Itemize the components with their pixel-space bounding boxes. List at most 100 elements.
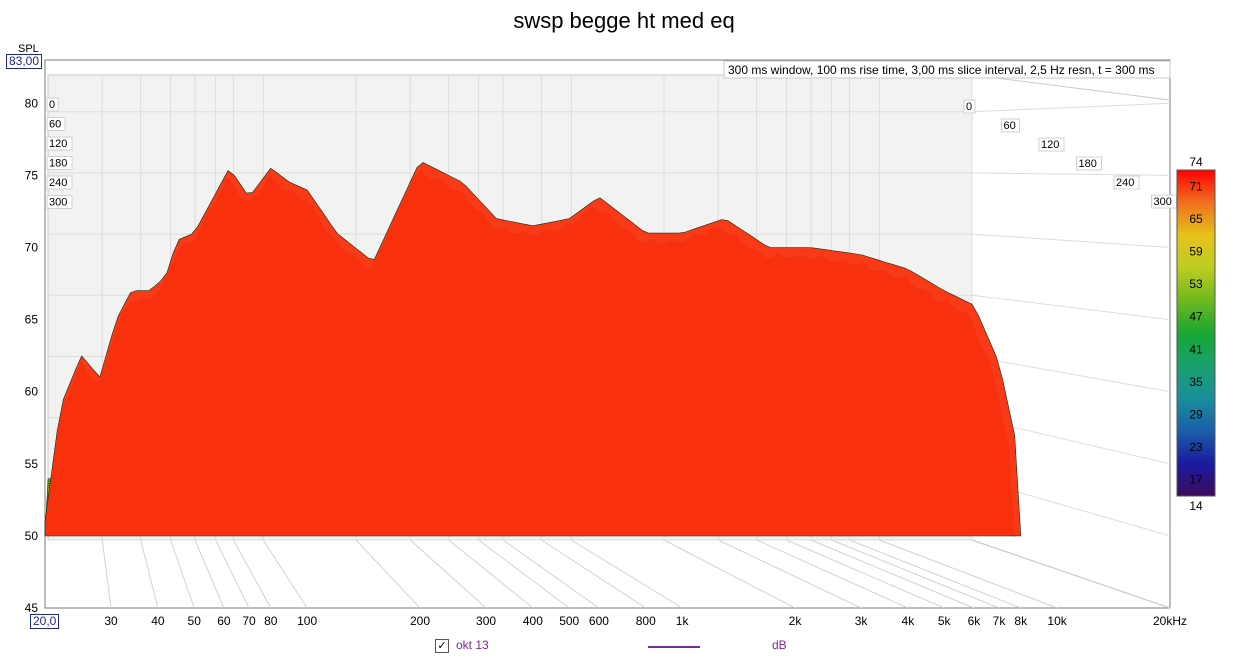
floor-grid-line [140, 539, 159, 609]
y-tick-label: 55 [25, 457, 39, 471]
annotation-text: 300 ms window, 100 ms rise time, 3,00 ms… [728, 63, 1155, 77]
x-tick-label: 5k [938, 614, 952, 628]
side-grid-line [971, 172, 1171, 176]
x-tick-label: 70 [242, 614, 256, 628]
time-tick-box-left [46, 156, 73, 170]
floor-grid-line [409, 539, 487, 609]
time-tick-label-left: 240 [49, 177, 67, 189]
x-tick-label: 4k [902, 614, 916, 628]
x-tick-label: 20kHz [1153, 614, 1187, 628]
annotation-box [723, 60, 1171, 79]
time-tick-box-left [46, 175, 73, 190]
y-tick-label: 60 [25, 385, 39, 399]
x-tick-label: 2k [789, 614, 803, 628]
legend-checkbox[interactable]: ✓ [435, 639, 449, 653]
x-tick-label: 200 [410, 614, 430, 628]
time-tick-label-right: 180 [1079, 158, 1097, 170]
x-tick-label: 1k [676, 614, 690, 628]
time-tick-box-right [1113, 175, 1140, 190]
colorbar-tick-label: 71 [1189, 179, 1203, 193]
time-tick-label-left: 300 [49, 197, 67, 209]
floor-grid-line [718, 539, 862, 609]
floor-grid-line [478, 539, 570, 609]
side-edge-bottom [971, 539, 1171, 609]
colorbar-tick-label: 41 [1189, 342, 1203, 356]
time-tick-box-right [963, 99, 976, 114]
colorbar [1176, 169, 1216, 497]
side-grid-line [971, 233, 1171, 248]
floor-grid-line [448, 539, 534, 609]
floor-grid-line [502, 539, 600, 609]
time-tick-label-right: 300 [1154, 196, 1172, 208]
time-tick-box-left [46, 195, 73, 209]
floor-grid-line [786, 539, 945, 609]
time-tick-box-right [1076, 156, 1102, 171]
y-tick-label: 70 [25, 240, 39, 254]
time-tick-label-left: 180 [49, 158, 67, 170]
x-tick-label: 3k [855, 614, 869, 628]
floor-grid-line [849, 539, 1021, 609]
legend-line-swatch [648, 646, 700, 648]
floor-grid-line [355, 539, 421, 609]
colorbar-tick-label: 74 [1189, 155, 1203, 169]
waterfall-slice [44, 162, 1022, 537]
side-grid-line [971, 294, 1171, 321]
floor-grid-line [663, 539, 796, 609]
time-tick-label-right: 120 [1041, 139, 1059, 151]
time-tick-label-right: 0 [966, 101, 972, 113]
y-tick-label: 65 [25, 313, 39, 327]
x-tick-label: 7k [993, 614, 1007, 628]
y-axis-unit: SPL [18, 43, 39, 55]
x-tick-label: 60 [217, 614, 231, 628]
colorbar-tick-label: 14 [1189, 499, 1203, 513]
floor-grid-line [756, 539, 909, 609]
time-tick-box-right [1038, 137, 1065, 152]
y-max-input[interactable]: 83,00 [6, 54, 43, 69]
floor-grid-line [541, 539, 647, 609]
x-tick-label: 6k [968, 614, 982, 628]
time-tick-label-right: 240 [1116, 177, 1134, 189]
floor-grid-line [571, 539, 683, 609]
time-tick-label-left: 0 [49, 99, 55, 111]
legend-unit: dB [772, 638, 787, 652]
colorbar-tick-label: 29 [1189, 408, 1203, 422]
floor-grid-line [194, 539, 225, 609]
side-grid-line [971, 355, 1171, 393]
colorbar-tick-label: 65 [1189, 212, 1203, 226]
time-tick-label-right: 60 [1004, 120, 1016, 132]
colorbar-tick-label: 17 [1189, 473, 1203, 487]
side-grid-line [971, 102, 1171, 113]
time-tick-box-right [1001, 118, 1020, 133]
time-tick-box-left [46, 117, 66, 131]
legend-series-label[interactable]: okt 13 [456, 638, 489, 652]
x-tick-label: 30 [104, 614, 118, 628]
x-tick-label: 10k [1047, 614, 1067, 628]
x-tick-label: 50 [188, 614, 202, 628]
colorbar-tick-label: 53 [1189, 277, 1203, 291]
time-tick-label-left: 120 [49, 138, 67, 150]
colorbar-tick-label: 47 [1189, 310, 1203, 324]
floor-grid-line [215, 539, 250, 609]
colorbar-tick-label: 23 [1189, 440, 1203, 454]
floor-grid-line [879, 539, 1058, 609]
floor-grid-line [810, 539, 975, 609]
x-tick-label: 40 [151, 614, 165, 628]
x-tick-label: 100 [297, 614, 317, 628]
x-tick-label: 8k [1014, 614, 1028, 628]
floor-grid-line [262, 539, 308, 609]
time-tick-label-left: 60 [49, 119, 61, 131]
y-tick-label: 50 [25, 529, 39, 543]
colorbar-tick-label: 59 [1189, 245, 1203, 259]
x-tick-label: 500 [559, 614, 579, 628]
x-tick-label: 400 [523, 614, 543, 628]
x-tick-label: 600 [589, 614, 609, 628]
x-tick-label: 800 [636, 614, 656, 628]
x-min-input[interactable]: 20,0 [30, 614, 60, 629]
floor-grid-line [101, 539, 112, 609]
chart-title: swsp begge ht med eq [513, 8, 735, 33]
x-tick-label: 300 [476, 614, 496, 628]
floor-grid-line [831, 539, 1000, 609]
side-edge-top [971, 74, 1171, 101]
floor-grid-line [232, 539, 272, 609]
